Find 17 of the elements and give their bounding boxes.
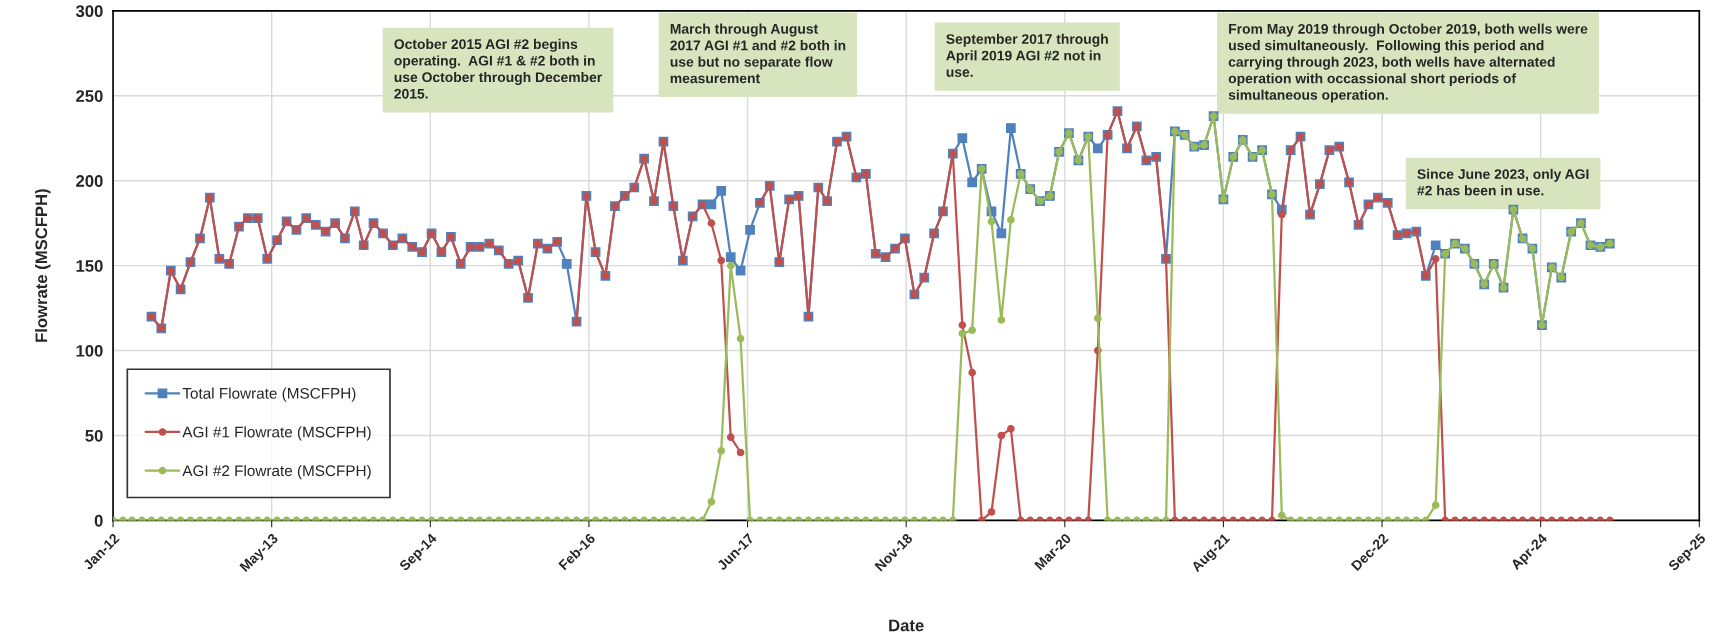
y-tick-label: 100 — [76, 344, 103, 357]
legend-label: AGI #1 Flowrate (MSCFPH) — [182, 426, 371, 441]
y-tick-label: 300 — [75, 5, 103, 18]
legend-label: AGI #2 Flowrate (MSCFPH) — [182, 464, 371, 480]
y-tick-label: 250 — [76, 90, 103, 102]
y-tick-label: 150 — [76, 260, 103, 272]
annotation: October 2015 AGI #2 begins operating. AGI #1 & #2 both in use October through December 2015. — [394, 38, 602, 99]
legend-label: Total Flowrate (MSCFPH) — [182, 387, 356, 402]
y-tick-label: 50 — [85, 429, 103, 442]
y-tick-label: 0 — [94, 514, 103, 527]
annotation: Since June 2023, only AGI #2 has been in use. — [1417, 168, 1589, 196]
y-tick-label: 200 — [76, 175, 103, 187]
annotation: September 2017 through April 2019 AGI #2 not in use. — [946, 33, 1108, 77]
annotation: March through August 2017 AGI #1 and #2 both in use but no separate flow measurement — [670, 23, 846, 84]
annotation: From May 2019 through October 2019, both wells were used simultaneously. Following this period and carrying through 2023, both wells have alternated operation with occassional short periods of simultaneous operation. — [1228, 23, 1588, 103]
x-axis-title: Date — [889, 619, 924, 632]
y-axis-title: Flowrate (MSCFPH) — [34, 189, 51, 342]
